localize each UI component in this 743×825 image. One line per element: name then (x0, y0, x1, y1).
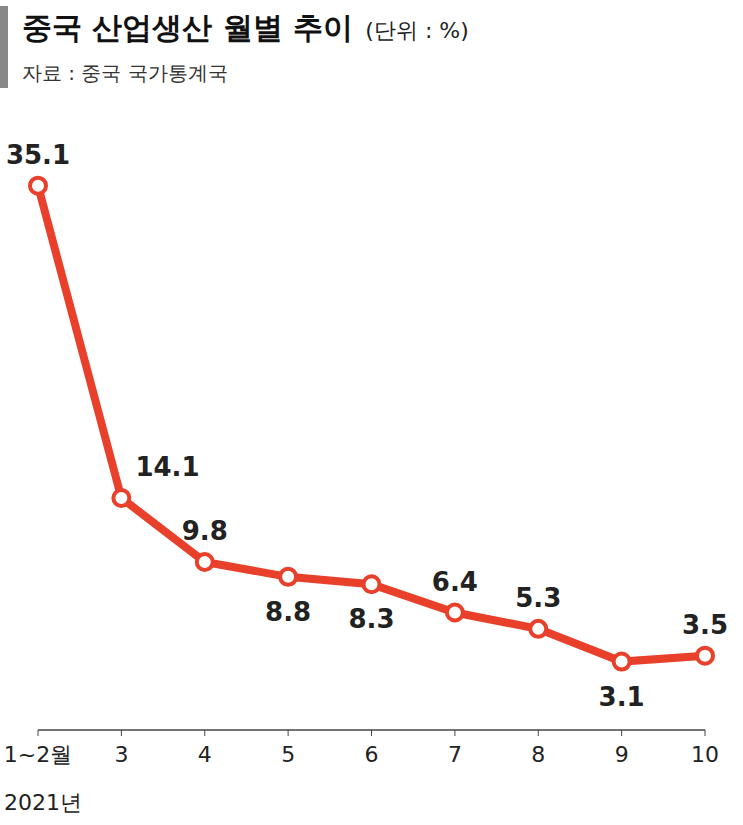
svg-text:9: 9 (615, 742, 629, 767)
svg-text:8: 8 (531, 742, 545, 767)
html-text:중국 산업생산 월별 추이 (단위 : %): 중국 산업생산 월별 추이 (단위 : %) (22, 10, 469, 45)
svg-text:7: 7 (448, 742, 462, 767)
svg-text:10: 10 (691, 742, 719, 767)
html-text:자료 : 중국 국가통계국: 자료 : 중국 국가통계국 (22, 61, 228, 85)
svg-text:6.4: 6.4 (432, 567, 478, 597)
svg-text:14.1: 14.1 (135, 452, 199, 482)
svg-text:8.8: 8.8 (265, 597, 311, 627)
svg-text:3: 3 (114, 742, 128, 767)
svg-text:35.1: 35.1 (6, 140, 70, 170)
svg-text:4: 4 (198, 742, 212, 767)
svg-text:5.3: 5.3 (515, 583, 561, 613)
html-text:2021년: 2021년 (4, 790, 82, 815)
svg-text:5: 5 (281, 742, 295, 767)
svg-text:9.8: 9.8 (182, 516, 228, 546)
svg-text:3.5: 3.5 (682, 610, 728, 640)
svg-text:1~2월: 1~2월 (4, 742, 72, 767)
svg-text:6: 6 (365, 742, 379, 767)
svg-text:8.3: 8.3 (348, 604, 394, 634)
svg-text:3.1: 3.1 (599, 682, 645, 712)
